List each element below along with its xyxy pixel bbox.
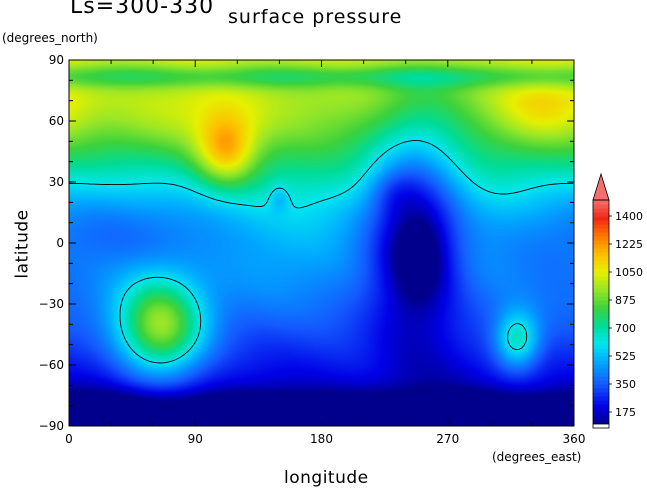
colorbar-segment — [593, 308, 609, 313]
colorbar-segment — [593, 280, 609, 285]
plot-area — [68, 60, 574, 426]
colorbar-segment — [593, 208, 609, 213]
colorbar-segment — [593, 396, 609, 401]
colorbar-segment — [593, 232, 609, 237]
colorbar-segment — [593, 224, 609, 229]
colorbar-segment — [593, 380, 609, 385]
y-tick-label: −60 — [39, 358, 64, 372]
y-tick-label: 90 — [49, 53, 64, 67]
y-tick-label: −30 — [39, 297, 64, 311]
colorbar: 175 350 525 700 875 1050 1225 1400 — [592, 172, 643, 429]
colorbar-segment — [593, 420, 609, 425]
x-tick-label: 0 — [65, 432, 73, 446]
colorbar-segment — [593, 268, 609, 273]
colorbar-segment — [593, 372, 609, 377]
colorbar-segment — [593, 312, 609, 317]
colorbar-segment — [593, 240, 609, 245]
colorbar-segment — [593, 320, 609, 325]
colorbar-segment — [593, 316, 609, 321]
colorbar-segment — [593, 332, 609, 337]
colorbar-segment — [593, 220, 609, 225]
y-tick-label: 0 — [56, 236, 64, 250]
colorbar-segment — [593, 392, 609, 397]
colorbar-segment — [593, 400, 609, 405]
x-tick-label: 90 — [188, 432, 203, 446]
colorbar-segment — [593, 328, 609, 333]
colorbar-segment — [593, 252, 609, 257]
colorbar-segment — [593, 260, 609, 265]
colorbar-segment — [593, 412, 609, 417]
colorbar-tick-label: 525 — [615, 350, 636, 363]
colorbar-segment — [593, 364, 609, 369]
colorbar-segment — [593, 204, 609, 209]
colorbar-segment — [593, 344, 609, 349]
colorbar-segment — [593, 236, 609, 241]
colorbar-segment — [593, 408, 609, 413]
colorbar-segment — [593, 296, 609, 301]
colorbar-tick-label: 175 — [615, 406, 636, 419]
colorbar-tick-label: 875 — [615, 294, 636, 307]
colorbar-segment — [593, 348, 609, 353]
colorbar-segment — [593, 248, 609, 253]
y-tick-label: 60 — [49, 114, 64, 128]
colorbar-segment — [593, 340, 609, 345]
y-tick-label: 30 — [49, 175, 64, 189]
colorbar-segment — [593, 284, 609, 289]
x-tick-label: 180 — [310, 432, 333, 446]
colorbar-segment — [593, 216, 609, 221]
colorbar-segment — [593, 304, 609, 309]
chart-title-season: Ls=300-330 — [70, 0, 215, 19]
x-axis-label: longitude — [284, 468, 369, 488]
colorbar-segment — [593, 244, 609, 249]
colorbar-segment — [593, 324, 609, 329]
axes: 0 90 180 270 360 90 60 30 0 −30 −60 −90 — [39, 53, 586, 446]
colorbar-segment — [593, 272, 609, 277]
y-axis-units: (degrees_north) — [2, 31, 98, 45]
contour-line — [68, 140, 573, 364]
colorbar-segment — [593, 228, 609, 233]
colorbar-segment — [593, 300, 609, 305]
colorbar-segment — [593, 292, 609, 297]
x-tick-label: 270 — [436, 432, 459, 446]
chart-title-variable: surface pressure — [228, 6, 403, 28]
colorbar-segment — [593, 212, 609, 217]
colorbar-segment — [593, 264, 609, 269]
y-tick-label: −90 — [39, 419, 64, 433]
colorbar-segment — [593, 388, 609, 393]
colorbar-segment — [593, 368, 609, 373]
colorbar-segment — [593, 404, 609, 409]
colorbar-segment — [593, 288, 609, 293]
colorbar-tick-label: 700 — [615, 322, 636, 335]
colorbar-arrow — [592, 172, 610, 201]
colorbar-segment — [593, 356, 609, 361]
colorbar-segment — [593, 416, 609, 421]
colorbar-tick-label: 1225 — [615, 238, 643, 251]
colorbar-tick-label: 1400 — [615, 210, 643, 223]
colorbar-tick-label: 350 — [615, 378, 636, 391]
x-axis-units: (degrees_east) — [492, 450, 582, 464]
colorbar-segment — [593, 376, 609, 381]
colorbar-segment — [593, 352, 609, 357]
colorbar-low-end — [592, 423, 610, 429]
pressure-heatmap — [69, 60, 574, 426]
colorbar-segment — [593, 384, 609, 389]
colorbar-segment — [593, 336, 609, 341]
x-tick-label: 360 — [563, 432, 586, 446]
colorbar-tick-label: 1050 — [615, 266, 643, 279]
colorbar-segment — [593, 360, 609, 365]
colorbar-segment — [593, 200, 609, 205]
colorbar-segment — [593, 276, 609, 281]
colorbar-segment — [593, 256, 609, 261]
